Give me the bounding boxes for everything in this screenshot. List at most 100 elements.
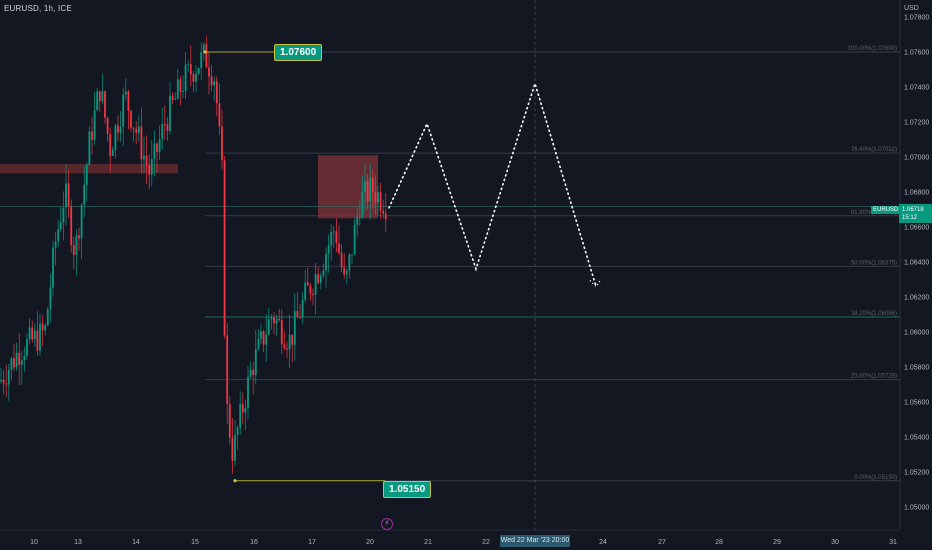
candle-body xyxy=(332,231,335,233)
time-tick-label: 21 xyxy=(424,539,432,546)
candle-body xyxy=(179,79,182,92)
candle-body xyxy=(184,64,187,92)
candle-body xyxy=(348,254,351,271)
candle-body xyxy=(67,183,70,207)
candle-body xyxy=(18,352,21,365)
candle-body xyxy=(104,91,106,118)
symbol-tag: EURUSD xyxy=(871,206,901,214)
candle-body xyxy=(210,76,213,86)
candle-body xyxy=(169,95,171,131)
candle-body xyxy=(247,376,249,408)
candle-body xyxy=(150,159,153,175)
candle-body xyxy=(330,231,333,246)
fib-level-label: 100.00%(1.07600) xyxy=(848,46,897,52)
candle-body xyxy=(338,243,340,253)
time-tick-label: 28 xyxy=(715,539,723,546)
current-price-value: 1.06718 xyxy=(902,207,924,213)
candle-body xyxy=(148,165,151,175)
candle-body xyxy=(54,241,57,248)
candle-body xyxy=(215,81,218,104)
candle-body xyxy=(286,348,288,350)
candle-body xyxy=(127,91,130,111)
candle-body xyxy=(221,126,223,161)
low-price-callout[interactable]: 1.05150 xyxy=(383,481,432,498)
price-tick-label: 1.06600 xyxy=(904,225,929,232)
candle-body xyxy=(260,331,262,339)
candle-body xyxy=(28,327,31,340)
candle-body xyxy=(20,360,23,365)
candle-body xyxy=(39,323,41,351)
candle-body xyxy=(195,73,197,82)
candle-body xyxy=(62,207,65,223)
candle-body xyxy=(218,103,221,127)
time-tick-label: 20 xyxy=(366,539,374,546)
price-tick-label: 1.06400 xyxy=(904,260,929,267)
high-anchor-dot xyxy=(203,50,207,54)
candle-body xyxy=(106,117,109,134)
current-price-badge: EURUSD 1.06718 15:12 xyxy=(871,204,932,223)
candle-body xyxy=(98,91,101,102)
candle-body xyxy=(119,126,122,133)
candle-body xyxy=(44,325,47,331)
candle-body xyxy=(70,206,73,245)
candle-body xyxy=(309,285,312,294)
high-price-callout[interactable]: 1.07600 xyxy=(274,44,323,61)
time-tick-label: 24 xyxy=(599,539,607,546)
candle-body xyxy=(343,267,346,275)
candle-body xyxy=(356,217,359,226)
candle-body xyxy=(231,437,234,461)
candle-body xyxy=(283,344,286,349)
price-tick-label: 1.05800 xyxy=(904,365,929,372)
symbol-title[interactable]: EURUSD, 1h, ICE xyxy=(4,4,72,13)
candle-body xyxy=(197,68,200,74)
candle-body xyxy=(91,131,93,140)
candle-body xyxy=(135,129,138,133)
candle-body xyxy=(202,44,205,53)
candle-body xyxy=(41,323,44,331)
candle-body xyxy=(85,164,88,185)
candle-body xyxy=(249,369,252,377)
candle-body xyxy=(189,64,192,75)
price-tick-label: 1.05000 xyxy=(904,505,929,512)
candle-body xyxy=(153,143,156,160)
time-tick-label: 10 xyxy=(30,539,38,546)
candle-body xyxy=(2,379,5,384)
candle-body xyxy=(304,282,307,300)
candle-body xyxy=(96,91,99,111)
candle-body xyxy=(228,403,231,438)
candle-body xyxy=(10,358,13,370)
time-tick-label: 15 xyxy=(191,539,199,546)
candle-body xyxy=(72,244,75,255)
candle-body xyxy=(33,330,36,340)
candle-body xyxy=(145,155,148,166)
candle-body xyxy=(223,160,226,336)
candle-body xyxy=(132,127,135,130)
candle-body xyxy=(371,177,374,193)
bar-countdown: 15:12 xyxy=(902,215,918,221)
lightning-event-icon[interactable]: ⚡ xyxy=(381,518,393,530)
candle-body xyxy=(317,274,320,283)
candle-body xyxy=(275,319,278,324)
candle-body xyxy=(137,126,140,133)
candle-body xyxy=(280,319,283,345)
candle-body xyxy=(369,177,372,202)
candle-body xyxy=(252,369,255,376)
candle-body xyxy=(236,427,239,435)
candle-body xyxy=(345,270,348,275)
candle-body xyxy=(382,210,385,214)
price-tick-label: 1.06800 xyxy=(904,190,929,197)
candle-body xyxy=(80,205,83,239)
fib-level-label: 0.00%(1.05150) xyxy=(854,475,897,481)
candle-body xyxy=(5,383,8,385)
candle-body xyxy=(291,334,294,345)
candle-body xyxy=(187,64,190,66)
candle-body xyxy=(322,270,325,276)
candle-body xyxy=(0,379,2,381)
time-tick-label: 22 xyxy=(482,539,490,546)
candle-body xyxy=(262,331,265,345)
candle-body xyxy=(166,124,169,131)
candle-body xyxy=(174,98,177,100)
time-tick-label: 13 xyxy=(74,539,82,546)
price-tick-label: 1.07600 xyxy=(904,50,929,57)
